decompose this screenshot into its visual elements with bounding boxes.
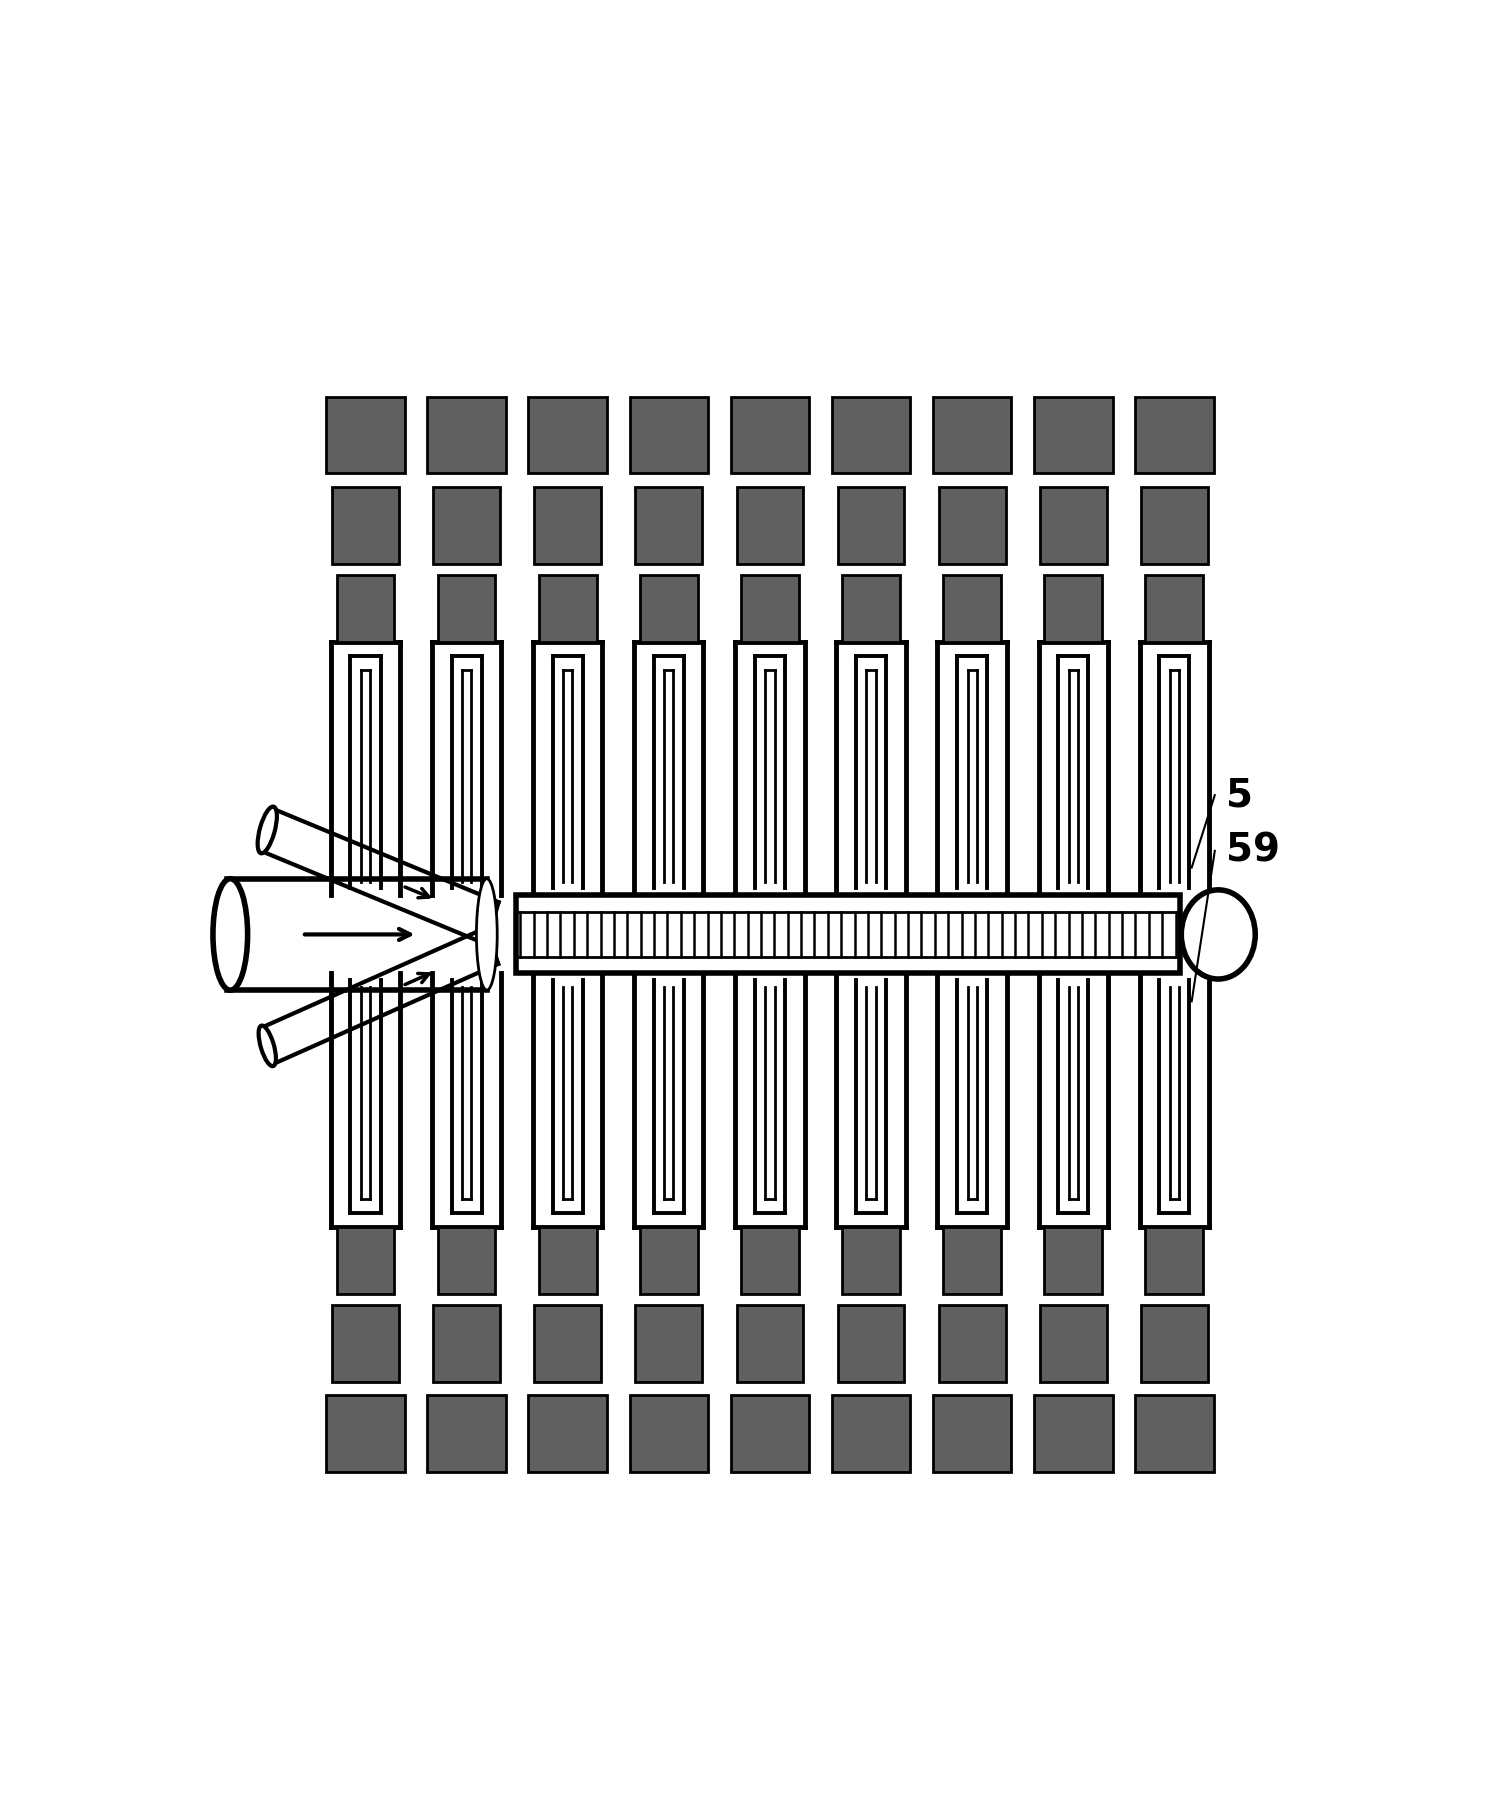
Bar xyxy=(327,396,404,474)
Bar xyxy=(737,1304,804,1382)
Bar xyxy=(944,575,1000,642)
Bar xyxy=(741,575,799,642)
Bar xyxy=(1145,1227,1203,1293)
Bar xyxy=(635,487,702,564)
Bar xyxy=(939,487,1005,564)
Bar xyxy=(1145,575,1203,642)
Bar xyxy=(327,1395,404,1473)
Bar xyxy=(731,1395,810,1473)
Bar xyxy=(1135,396,1214,474)
Bar xyxy=(434,1304,499,1382)
Bar xyxy=(332,487,400,564)
Bar xyxy=(534,1304,601,1382)
Bar xyxy=(832,1395,911,1473)
Bar xyxy=(838,1304,905,1382)
Bar xyxy=(337,575,394,642)
Bar xyxy=(1033,396,1112,474)
Bar xyxy=(434,487,499,564)
Bar xyxy=(1044,575,1102,642)
Bar xyxy=(939,1304,1005,1382)
Bar xyxy=(1135,1395,1214,1473)
Bar xyxy=(640,575,698,642)
Bar xyxy=(629,1395,708,1473)
Bar xyxy=(1033,1395,1112,1473)
Bar xyxy=(737,487,804,564)
Bar xyxy=(516,895,1179,973)
Bar xyxy=(832,396,911,474)
Bar xyxy=(1141,487,1208,564)
Text: 59: 59 xyxy=(1226,832,1281,870)
Bar xyxy=(534,487,601,564)
Ellipse shape xyxy=(258,1026,276,1066)
Bar xyxy=(1141,1304,1208,1382)
Ellipse shape xyxy=(213,879,248,990)
Bar xyxy=(538,575,596,642)
Bar xyxy=(629,396,708,474)
Bar xyxy=(1044,1227,1102,1293)
Bar xyxy=(842,1227,901,1293)
Text: 5: 5 xyxy=(1226,776,1254,814)
Bar xyxy=(438,1227,495,1293)
Bar xyxy=(428,396,505,474)
Bar xyxy=(741,1227,799,1293)
Bar xyxy=(944,1227,1000,1293)
Circle shape xyxy=(1181,890,1255,979)
Bar xyxy=(428,1395,505,1473)
Bar xyxy=(538,1227,596,1293)
Bar xyxy=(731,396,810,474)
Bar xyxy=(337,1227,394,1293)
Bar xyxy=(332,1304,400,1382)
Ellipse shape xyxy=(477,879,497,990)
Bar xyxy=(528,1395,607,1473)
Bar xyxy=(1039,487,1106,564)
Bar xyxy=(842,575,901,642)
Bar xyxy=(933,1395,1011,1473)
Bar xyxy=(438,575,495,642)
Bar xyxy=(933,396,1011,474)
Bar xyxy=(528,396,607,474)
Bar xyxy=(838,487,905,564)
Bar xyxy=(635,1304,702,1382)
Bar xyxy=(1039,1304,1106,1382)
Bar xyxy=(640,1227,698,1293)
Ellipse shape xyxy=(258,807,277,854)
